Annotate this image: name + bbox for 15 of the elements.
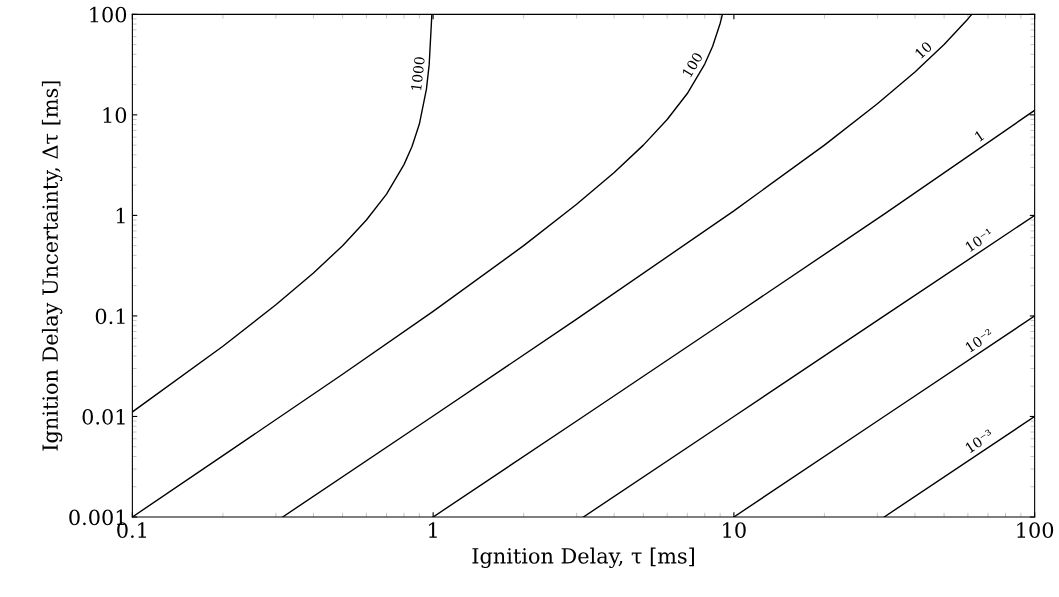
x-tick-label: 1 [429, 522, 437, 538]
y-tick-label: 1 [116, 207, 125, 224]
y-tick-label: 0.01 [82, 408, 125, 425]
text: 10⁻² [964, 328, 994, 353]
text: 1 [974, 130, 985, 142]
x-tick-label: 10 [723, 522, 746, 538]
x-axis-title: Ignition Delay, τ [ms] [472, 547, 694, 569]
text: 10⁻¹ [964, 227, 994, 253]
text: 10 [914, 40, 933, 59]
x-tick-label: 100 [1017, 522, 1054, 538]
y-axis-title: Ignition Delay Uncertainty, Δτ [ms] [41, 81, 63, 451]
y-tick-label: 0.1 [95, 308, 125, 325]
y-tick-label: 10 [103, 107, 127, 124]
y-tick-label: 100 [90, 6, 127, 23]
text: 1000 [410, 56, 425, 91]
